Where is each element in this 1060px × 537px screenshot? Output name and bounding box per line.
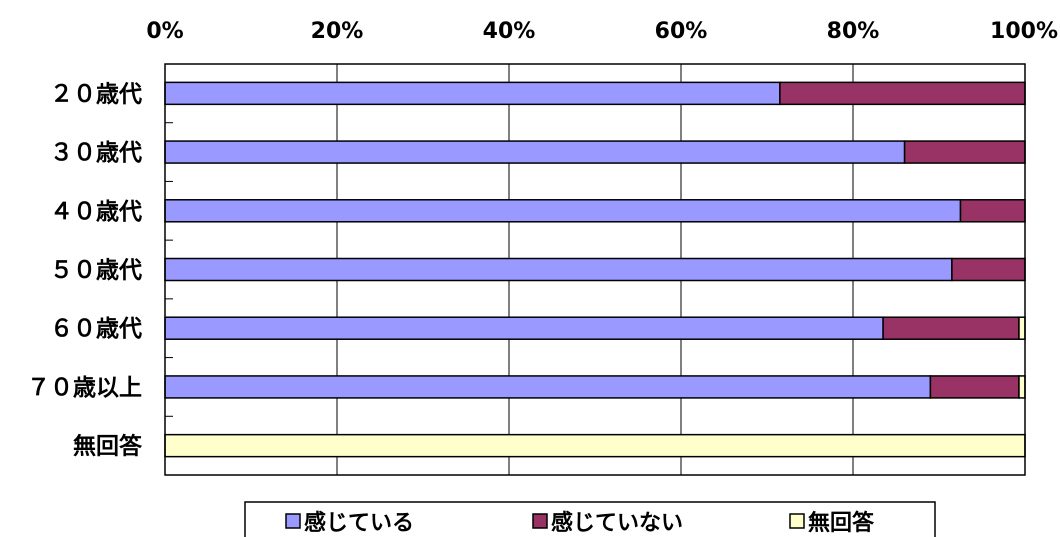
- bar-segment-2-0: [164, 199, 962, 223]
- legend-label-0: 感じている: [304, 510, 414, 536]
- category-label-2: ４０歳代: [50, 199, 142, 225]
- bar-segment-1-0: [164, 140, 906, 164]
- bar-segment-0-0: [164, 81, 781, 106]
- x-tick-label-3: 60%: [655, 19, 708, 44]
- bar-segment-4-0: [164, 316, 884, 340]
- x-tick-labels: 0% 20% 40% 60% 80% 100%: [146, 19, 1058, 44]
- legend-label-2: 無回答: [808, 510, 875, 536]
- bar-segment-5-2: [1018, 375, 1026, 399]
- bar-segment-4-2: [1018, 316, 1026, 340]
- bar-segment-4-1: [882, 316, 1020, 340]
- category-label-0: ２０歳代: [50, 81, 142, 107]
- legend-box: [244, 501, 936, 537]
- x-tick-label-0: 0%: [146, 19, 183, 44]
- bar-segment-5-1: [929, 375, 1020, 399]
- bar-segment-3-0: [164, 257, 953, 282]
- legend-swatch-0: [285, 513, 301, 529]
- bars-group: [164, 81, 1026, 458]
- x-tick-label-5: 100%: [990, 19, 1058, 44]
- category-label-1: ３０歳代: [50, 140, 142, 166]
- legend-swatch-1: [532, 513, 548, 529]
- axes-group: [164, 63, 1026, 476]
- category-label-4: ６０歳代: [50, 316, 142, 342]
- bar-segment-5-0: [164, 375, 932, 399]
- legend: 感じている 感じていない 無回答: [244, 501, 936, 537]
- legend-swatch-2: [789, 513, 805, 529]
- plot-frame: [164, 63, 1026, 476]
- bar-segment-1-1: [903, 140, 1026, 164]
- category-label-3: ５０歳代: [50, 258, 142, 284]
- legend-label-1: 感じていない: [551, 510, 683, 536]
- bar-segment-2-1: [959, 199, 1026, 223]
- bar-segment-3-1: [951, 257, 1026, 282]
- x-tick-label-1: 20%: [311, 19, 364, 44]
- x-tick-label-4: 80%: [827, 19, 880, 44]
- bar-segment-0-1: [779, 81, 1026, 106]
- x-tick-label-2: 40%: [483, 19, 536, 44]
- category-label-6: 無回答: [73, 433, 143, 460]
- category-label-5: ７０歳以上: [27, 375, 142, 401]
- bar-segment-6-2: [164, 433, 1026, 458]
